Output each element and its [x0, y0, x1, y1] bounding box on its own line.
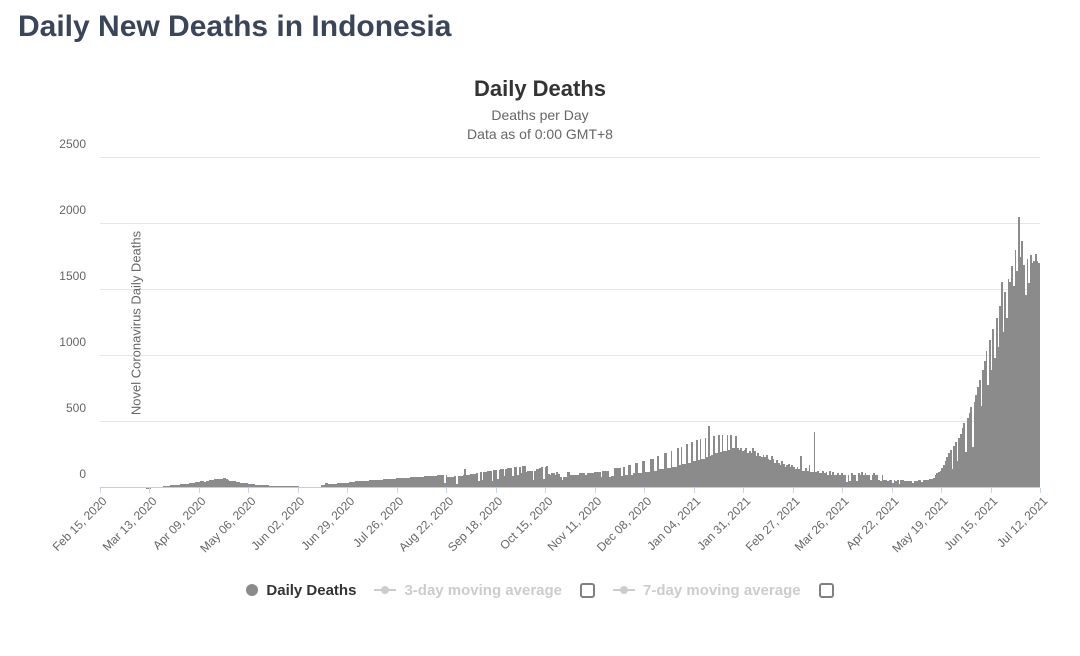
bars-group	[100, 158, 1040, 488]
legend-item[interactable]: 7-day moving average	[613, 582, 801, 599]
x-tick-mark	[991, 488, 992, 493]
chart-subtitle-line1: Deaths per Day	[491, 107, 588, 123]
legend-dot-icon	[246, 584, 258, 596]
chart-container: Daily Deaths Deaths per Day Data as of 0…	[0, 50, 1080, 599]
legend-toggle-checkbox[interactable]	[819, 583, 834, 598]
x-tick-mark	[496, 488, 497, 493]
plot-area[interactable]: Novel Coronavirus Daily Deaths 050010001…	[100, 158, 1040, 488]
legend-label: Daily Deaths	[266, 582, 356, 599]
legend-item[interactable]: Daily Deaths	[246, 582, 356, 599]
legend-toggle-checkbox[interactable]	[580, 583, 595, 598]
x-ticks: Feb 15, 2020Mar 13, 2020Apr 09, 2020May …	[100, 488, 1040, 578]
legend-label: 3-day moving average	[404, 582, 562, 599]
chart-subtitle: Deaths per Day Data as of 0:00 GMT+8	[30, 106, 1050, 144]
y-tick-label: 0	[46, 467, 86, 481]
x-tick-mark	[1040, 488, 1041, 493]
chart-title: Daily Deaths	[30, 76, 1050, 102]
x-tick-mark	[199, 488, 200, 493]
bar[interactable]	[1038, 263, 1040, 487]
x-tick-mark	[892, 488, 893, 493]
chart-subtitle-line2: Data as of 0:00 GMT+8	[467, 126, 613, 142]
y-tick-label: 1500	[46, 269, 86, 283]
x-tick-mark	[595, 488, 596, 493]
x-tick-mark	[100, 488, 101, 493]
x-tick-mark	[149, 488, 150, 493]
x-tick-mark	[743, 488, 744, 493]
x-tick-mark	[298, 488, 299, 493]
x-tick-mark	[347, 488, 348, 493]
x-tick-label: Jun 29, 2020	[298, 494, 357, 553]
x-tick-mark	[446, 488, 447, 493]
x-tick-mark	[842, 488, 843, 493]
x-tick-mark	[793, 488, 794, 493]
x-tick-mark	[397, 488, 398, 493]
legend-label: 7-day moving average	[643, 582, 801, 599]
y-tick-label: 500	[46, 401, 86, 415]
y-tick-label: 2000	[46, 203, 86, 217]
y-tick-label: 2500	[46, 137, 86, 151]
x-tick-mark	[545, 488, 546, 493]
x-tick-mark	[248, 488, 249, 493]
legend: Daily Deaths 3-day moving average 7-day mo…	[30, 582, 1050, 599]
y-tick-label: 1000	[46, 335, 86, 349]
x-tick-mark	[941, 488, 942, 493]
legend-line-dot-icon	[613, 584, 635, 596]
x-tick-mark	[694, 488, 695, 493]
legend-item[interactable]: 3-day moving average	[374, 582, 562, 599]
x-tick-label: Jul 12, 2021	[994, 494, 1050, 550]
x-tick-mark	[644, 488, 645, 493]
legend-line-dot-icon	[374, 584, 396, 596]
page-title: Daily New Deaths in Indonesia	[0, 0, 1080, 50]
